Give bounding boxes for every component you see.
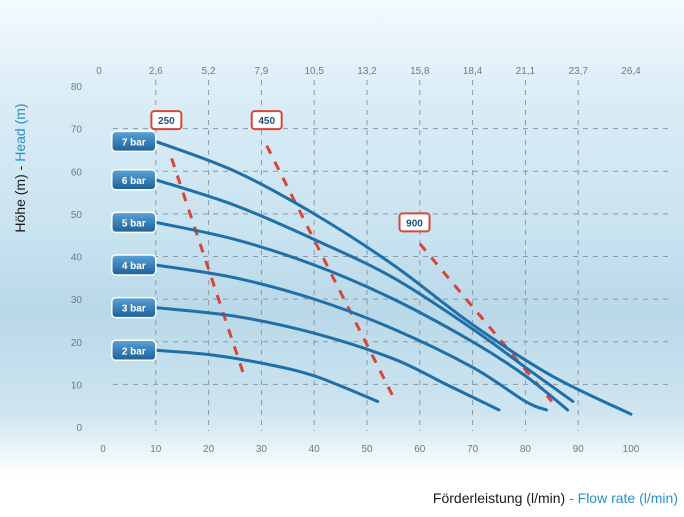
y-axis-title-en: Head (m) <box>12 103 28 162</box>
speed-label: 250 <box>158 116 175 127</box>
speed-curves <box>170 145 553 403</box>
y-tick-label: 20 <box>71 338 83 349</box>
y-tick-label: 30 <box>71 295 83 306</box>
pressure-curve <box>154 220 570 412</box>
pressure-curve <box>154 139 633 416</box>
x-top-tick-label: 21,1 <box>516 66 536 77</box>
x-top-tick-label: 2,6 <box>149 66 163 77</box>
pressure-curve <box>154 306 501 412</box>
speed-curve-450 <box>265 145 395 398</box>
x-tick-label: 60 <box>414 444 426 455</box>
x-tick-label: 80 <box>520 444 532 455</box>
speed-label: 450 <box>258 116 275 127</box>
x-axis-top-ticks: 0 2,6 5,2 7,9 10,5 13,2 15,8 18,4 21,1 23,7 26,4 <box>96 66 641 77</box>
pressure-label-box <box>111 339 157 362</box>
y-tick-label: 60 <box>71 167 83 178</box>
x-tick-label: 50 <box>361 444 373 455</box>
y-tick-label: 80 <box>71 82 83 93</box>
x-top-tick-label: 26,4 <box>621 66 641 77</box>
x-top-tick-label: 23,7 <box>568 66 588 77</box>
x-axis-title-de: Förderleistung (l/min) <box>432 490 566 506</box>
y-tick-label: 40 <box>71 253 83 264</box>
y-tick-label: 10 <box>71 380 83 391</box>
x-top-tick-label: 10,5 <box>304 66 324 77</box>
x-axis-title-en: Flow rate (l/min) <box>577 490 678 506</box>
pressure-label: 5 bar <box>122 218 146 229</box>
x-top-tick-label: 7,9 <box>254 66 268 77</box>
y-axis-title-sep: - <box>12 161 28 175</box>
pressure-label-box <box>111 130 157 153</box>
x-tick-label: 20 <box>203 444 215 455</box>
y-tick-label: 70 <box>71 125 83 136</box>
pressure-label: 3 bar <box>122 304 146 315</box>
x-top-tick-label: 15,8 <box>410 66 430 77</box>
x-tick-label: 100 <box>623 444 640 455</box>
pressure-curves <box>154 139 633 416</box>
pressure-label: 6 bar <box>122 176 146 187</box>
x-tick-label: 70 <box>467 444 479 455</box>
x-axis-title-sep: - <box>565 490 578 506</box>
x-top-tick-label: 18,4 <box>463 66 483 77</box>
pressure-label-box <box>111 169 157 191</box>
x-tick-label: 30 <box>256 444 268 455</box>
pressure-curve <box>154 263 549 412</box>
x-tick-label: 40 <box>309 444 321 455</box>
x-axis-ticks: 0 10 20 30 40 50 60 70 80 90 100 <box>100 444 640 455</box>
pressure-label: 7 bar <box>122 137 146 148</box>
pressure-label: 4 bar <box>122 261 146 272</box>
x-top-tick-label: 0 <box>96 66 102 77</box>
pressure-label-box <box>111 296 157 319</box>
y-tick-label: 50 <box>71 210 83 221</box>
x-top-tick-label: 13,2 <box>357 66 377 77</box>
x-tick-label: 10 <box>150 444 162 455</box>
x-tick-label: 0 <box>100 444 106 455</box>
pressure-curve <box>154 348 380 403</box>
x-tick-label: 90 <box>573 444 585 455</box>
y-axis-ticks: 0 10 20 30 40 50 60 70 80 <box>71 82 83 434</box>
speed-curve-250 <box>170 157 247 381</box>
x-top-tick-label: 5,2 <box>202 66 216 77</box>
grid <box>113 80 671 431</box>
speed-label-box <box>250 110 283 131</box>
pressure-label-box <box>111 211 157 234</box>
pressure-label: 2 bar <box>122 346 146 357</box>
speed-label: 900 <box>406 218 423 229</box>
speed-label-box <box>398 212 431 233</box>
curve-labels: 250 450 900 7 bar 6 bar 5 bar 4 bar 3 bar 2 bar <box>111 110 431 362</box>
pressure-curve <box>154 178 575 403</box>
x-axis-title: Förderleistung (l/min) - Flow rate (l/mi… <box>433 490 678 506</box>
y-tick-label: 0 <box>76 423 82 434</box>
speed-label-box <box>150 110 183 131</box>
y-axis-title-de: Höhe (m) <box>12 174 28 233</box>
pressure-label-box <box>111 254 157 276</box>
